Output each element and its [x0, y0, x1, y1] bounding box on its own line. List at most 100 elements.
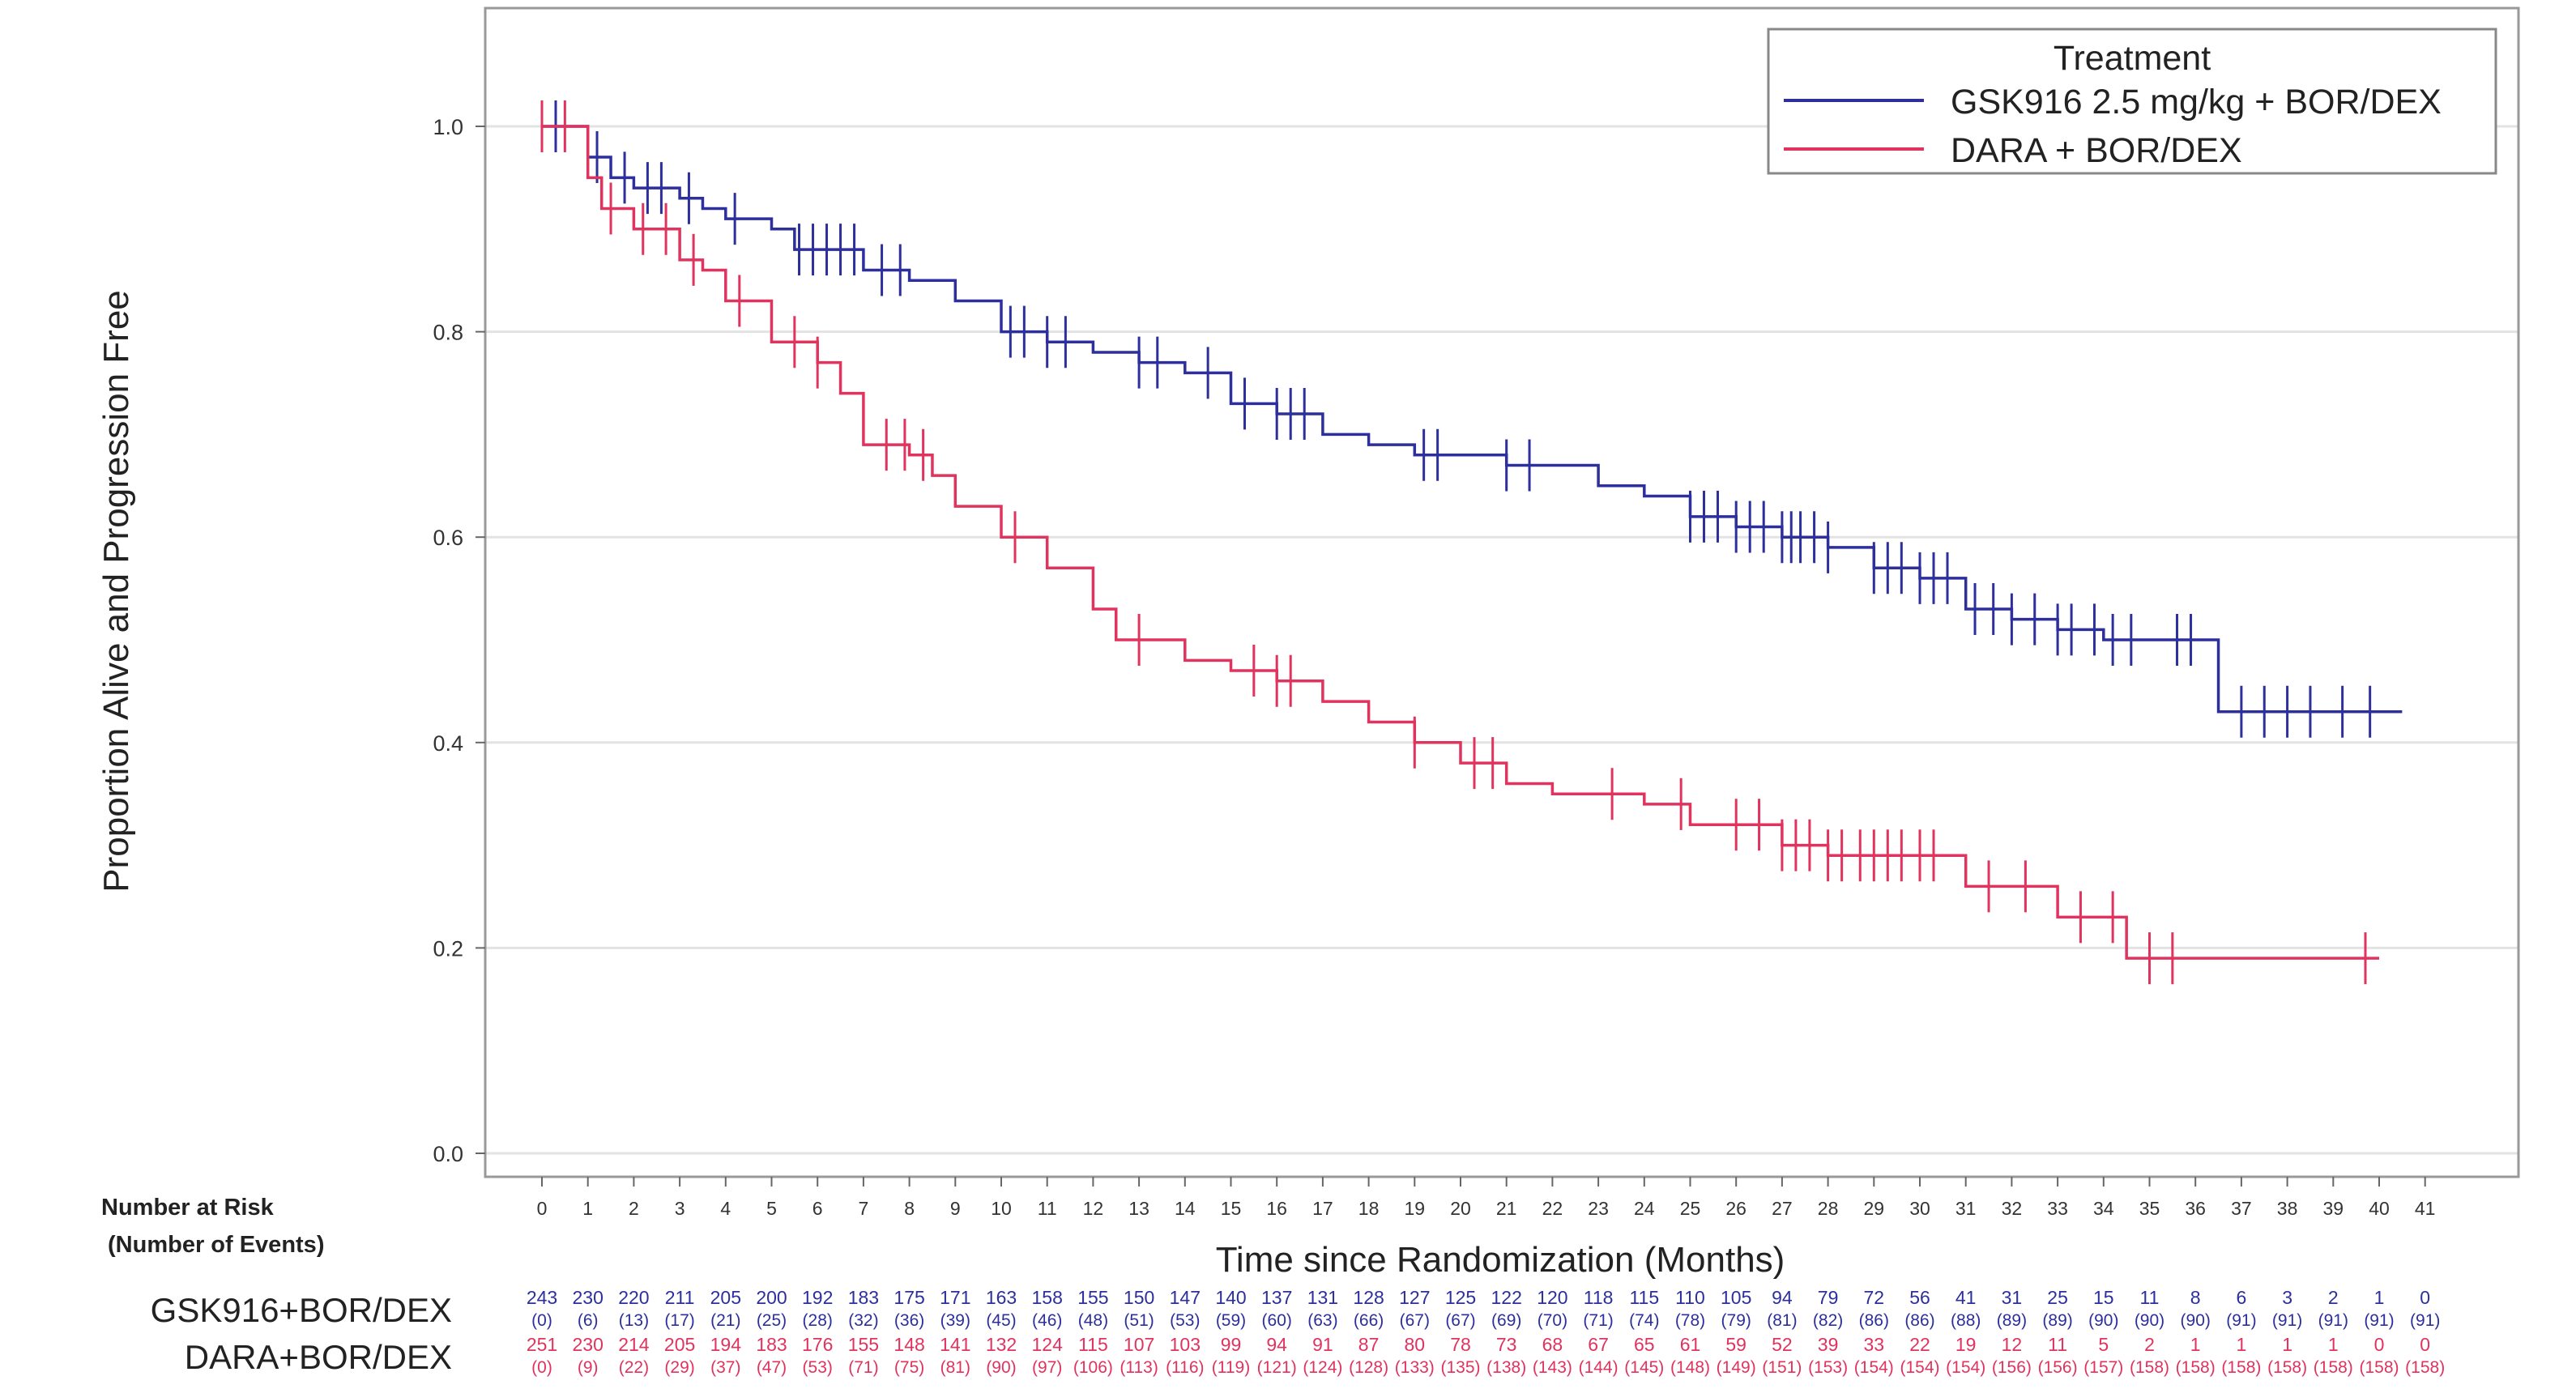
at-risk-value: 176 — [802, 1334, 833, 1355]
at-risk-value: 220 — [618, 1287, 649, 1308]
events-value: (74) — [1629, 1311, 1659, 1330]
x-tick-label: 38 — [2277, 1198, 2298, 1219]
x-tick-label: 41 — [2415, 1198, 2436, 1219]
events-value: (0) — [531, 1358, 552, 1377]
x-tick-label: 2 — [629, 1198, 639, 1219]
at-risk-value: 87 — [1358, 1334, 1380, 1355]
events-value: (143) — [1533, 1358, 1572, 1377]
at-risk-value: 230 — [573, 1287, 603, 1308]
events-value: (17) — [664, 1311, 694, 1330]
at-risk-value: 183 — [756, 1334, 787, 1355]
y-tick-label: 0.0 — [433, 1142, 463, 1166]
x-tick-label: 36 — [2185, 1198, 2206, 1219]
events-value: (81) — [1767, 1311, 1797, 1330]
x-tick-label: 14 — [1175, 1198, 1196, 1219]
at-risk-value: 120 — [1537, 1287, 1567, 1308]
at-risk-value: 155 — [848, 1334, 879, 1355]
at-risk-value: 68 — [1542, 1334, 1563, 1355]
at-risk-value: 163 — [986, 1287, 1017, 1308]
at-risk-value: 0 — [2420, 1287, 2430, 1308]
at-risk-value: 1 — [2237, 1334, 2247, 1355]
x-tick-label: 32 — [2002, 1198, 2023, 1219]
plot-frame — [484, 6, 2520, 1178]
x-tick-label: 3 — [675, 1198, 685, 1219]
events-value: (66) — [1354, 1311, 1384, 1330]
events-value: (25) — [757, 1311, 787, 1330]
at-risk-value: 141 — [940, 1334, 970, 1355]
x-tick-label: 30 — [1909, 1198, 1930, 1219]
events-value: (128) — [1349, 1358, 1388, 1377]
legend: Treatment GSK916 2.5 mg/kg + BOR/DEX DAR… — [1767, 28, 2497, 175]
at-risk-value: 110 — [1675, 1287, 1705, 1308]
at-risk-value: 2 — [2328, 1287, 2339, 1308]
km-curve-1 — [542, 125, 2379, 960]
at-risk-value: 5 — [2098, 1334, 2109, 1355]
x-tick-label: 4 — [720, 1198, 731, 1219]
events-value: (149) — [1717, 1358, 1756, 1377]
events-value: (6) — [578, 1311, 599, 1330]
events-value: (63) — [1307, 1311, 1337, 1330]
events-value: (21) — [710, 1311, 740, 1330]
events-value: (28) — [803, 1311, 833, 1330]
y-tick-label: 0.8 — [433, 321, 463, 345]
events-value: (46) — [1032, 1311, 1062, 1330]
events-value: (90) — [2135, 1311, 2164, 1330]
at-risk-value: 11 — [2048, 1334, 2067, 1355]
y-axis-label: Proportion Alive and Progression Free — [96, 290, 136, 893]
x-tick-label: 35 — [2139, 1198, 2160, 1219]
events-value: (119) — [1212, 1358, 1250, 1377]
at-risk-value: 19 — [1955, 1334, 1977, 1355]
x-tick-label: 20 — [1450, 1198, 1471, 1219]
at-risk-value: 230 — [573, 1334, 603, 1355]
at-risk-value: 137 — [1261, 1287, 1292, 1308]
at-risk-value: 72 — [1864, 1287, 1885, 1308]
events-value: (154) — [1946, 1358, 1985, 1377]
events-value: (86) — [1904, 1311, 1934, 1330]
events-value: (81) — [940, 1358, 970, 1377]
at-risk-value: 103 — [1170, 1334, 1201, 1355]
at-risk-value: 140 — [1215, 1287, 1246, 1308]
at-risk-value: 107 — [1124, 1334, 1154, 1355]
at-risk-value: 1 — [2190, 1334, 2201, 1355]
at-risk-value: 0 — [2420, 1334, 2430, 1355]
at-risk-value: 8 — [2190, 1287, 2201, 1308]
x-tick-label: 12 — [1083, 1198, 1104, 1219]
events-value: (78) — [1675, 1311, 1705, 1330]
events-value: (67) — [1400, 1311, 1430, 1330]
x-tick-label: 40 — [2369, 1198, 2390, 1219]
x-tick-label: 31 — [1955, 1198, 1977, 1219]
events-value: (154) — [1900, 1358, 1939, 1377]
events-value: (90) — [986, 1358, 1016, 1377]
at-risk-value: 243 — [527, 1287, 557, 1308]
events-value: (22) — [619, 1358, 649, 1377]
events-value: (71) — [1583, 1311, 1613, 1330]
at-risk-value: 147 — [1170, 1287, 1201, 1308]
x-tick-label: 6 — [812, 1198, 823, 1219]
at-risk-value: 1 — [2282, 1334, 2292, 1355]
km-curve-0 — [542, 125, 2403, 714]
at-risk-value: 25 — [2047, 1287, 2068, 1308]
at-risk-value: 122 — [1491, 1287, 1522, 1308]
x-tick-label: 24 — [1634, 1198, 1655, 1219]
at-risk-value: 2 — [2144, 1334, 2155, 1355]
at-risk-value: 214 — [618, 1334, 650, 1355]
events-value: (70) — [1537, 1311, 1567, 1330]
events-value: (158) — [2405, 1358, 2445, 1377]
risk-table-title: Number at Risk — [101, 1195, 275, 1221]
y-tick-label: 0.4 — [433, 731, 463, 756]
at-risk-value: 91 — [1312, 1334, 1333, 1355]
events-value: (53) — [1170, 1311, 1200, 1330]
at-risk-value: 132 — [986, 1334, 1017, 1355]
at-risk-value: 52 — [1772, 1334, 1793, 1355]
at-risk-value: 211 — [665, 1287, 695, 1308]
at-risk-value: 175 — [893, 1287, 924, 1308]
at-risk-value: 127 — [1399, 1287, 1430, 1308]
events-value: (97) — [1032, 1358, 1062, 1377]
events-value: (91) — [2364, 1311, 2394, 1330]
at-risk-value: 194 — [710, 1334, 742, 1355]
at-risk-value: 128 — [1353, 1287, 1384, 1308]
events-value: (135) — [1440, 1358, 1480, 1377]
events-value: (158) — [2314, 1358, 2353, 1377]
at-risk-value: 155 — [1077, 1287, 1108, 1308]
